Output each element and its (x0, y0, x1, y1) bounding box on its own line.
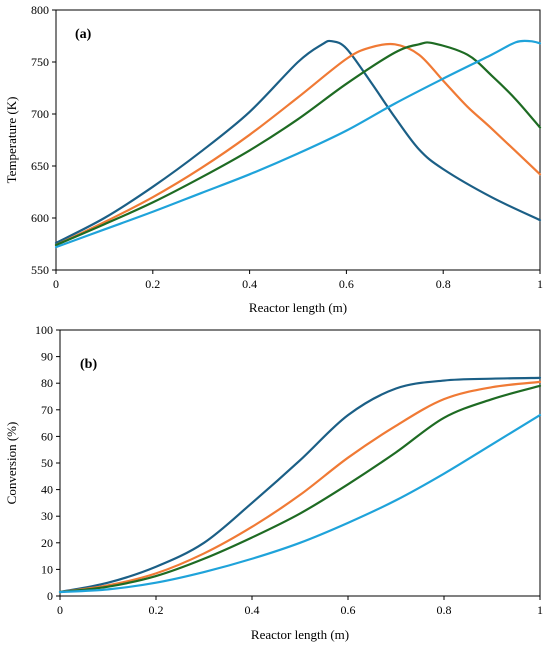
x-tick-label: 0.4 (242, 277, 257, 291)
x-axis-label: Reactor length (m) (249, 300, 347, 315)
x-tick-label: 0.6 (339, 277, 354, 291)
x-tick-label: 0.8 (437, 603, 452, 617)
plot-frame (55, 9, 541, 271)
x-tick-label: 0.2 (149, 603, 164, 617)
y-tick-label: 40 (41, 483, 53, 497)
y-axis-label: Conversion (%) (4, 422, 19, 505)
series-layer (54, 39, 542, 249)
series-line-3 (54, 41, 542, 247)
x-tick-label: 0 (57, 603, 63, 617)
series-line-4 (54, 39, 542, 249)
x-axis-ticks: 0 0.2 0.4 0.6 0.8 1 (57, 596, 543, 617)
y-tick-label: 70 (41, 403, 53, 417)
x-tick-label: 0.6 (341, 603, 356, 617)
chart-panel-b: 0 0.2 0.4 0.6 0.8 1 0 10 20 30 40 50 60 70 80 90 100 (b… (4, 323, 543, 642)
plot-frame (59, 329, 541, 597)
series-line-1 (54, 39, 542, 245)
x-tick-label: 0.8 (436, 277, 451, 291)
y-tick-label: 50 (41, 456, 53, 470)
y-tick-label: 100 (35, 323, 53, 337)
y-tick-label: 650 (31, 159, 49, 173)
y-tick-label: 550 (31, 263, 49, 277)
x-tick-label: 0 (53, 277, 59, 291)
y-tick-label: 600 (31, 211, 49, 225)
y-axis-ticks: 550 600 650 700 750 800 (31, 3, 56, 277)
y-axis-ticks: 0 10 20 30 40 50 60 70 80 90 100 (35, 323, 60, 603)
x-tick-label: 1 (537, 277, 543, 291)
series-line-4 (58, 414, 542, 594)
series-line-3 (58, 384, 542, 594)
y-tick-label: 750 (31, 55, 49, 69)
series-line-1 (58, 376, 542, 594)
y-tick-label: 10 (41, 562, 53, 576)
y-tick-label: 0 (47, 589, 53, 603)
series-line-2 (58, 380, 542, 594)
x-axis-label: Reactor length (m) (251, 627, 349, 642)
series-layer (58, 376, 542, 594)
chart-panel-a: 0 0.2 0.4 0.6 0.8 1 550 600 650 700 750 800 (a) Re… (4, 3, 543, 315)
y-tick-label: 700 (31, 107, 49, 121)
y-tick-label: 20 (41, 536, 53, 550)
x-tick-label: 1 (537, 603, 543, 617)
x-axis-ticks: 0 0.2 0.4 0.6 0.8 1 (53, 270, 543, 291)
series-line-2 (54, 42, 542, 247)
y-tick-label: 800 (31, 3, 49, 17)
panel-label: (a) (75, 27, 92, 42)
y-tick-label: 80 (41, 376, 53, 390)
panel-label: (b) (80, 357, 97, 372)
x-tick-label: 0.4 (245, 603, 260, 617)
y-tick-label: 90 (41, 350, 53, 364)
y-axis-label: Temperature (K) (4, 97, 19, 184)
y-tick-label: 60 (41, 429, 53, 443)
x-tick-label: 0.2 (145, 277, 160, 291)
y-tick-label: 30 (41, 509, 53, 523)
